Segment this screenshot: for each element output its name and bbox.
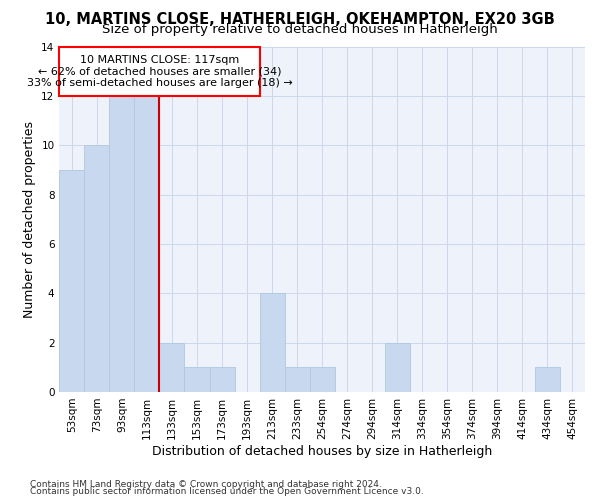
- Bar: [284, 368, 310, 392]
- Bar: [535, 368, 560, 392]
- Text: Contains HM Land Registry data © Crown copyright and database right 2024.: Contains HM Land Registry data © Crown c…: [30, 480, 382, 489]
- Bar: [59, 170, 85, 392]
- Text: 10, MARTINS CLOSE, HATHERLEIGH, OKEHAMPTON, EX20 3GB: 10, MARTINS CLOSE, HATHERLEIGH, OKEHAMPT…: [45, 12, 555, 28]
- Bar: [134, 96, 160, 392]
- X-axis label: Distribution of detached houses by size in Hatherleigh: Distribution of detached houses by size …: [152, 444, 492, 458]
- Text: 10 MARTINS CLOSE: 117sqm
← 62% of detached houses are smaller (34)
33% of semi-d: 10 MARTINS CLOSE: 117sqm ← 62% of detach…: [26, 54, 292, 88]
- Bar: [160, 342, 184, 392]
- Bar: [385, 342, 410, 392]
- Bar: [310, 368, 335, 392]
- Bar: [209, 368, 235, 392]
- FancyBboxPatch shape: [59, 46, 260, 96]
- Bar: [109, 96, 134, 392]
- Text: Contains public sector information licensed under the Open Government Licence v3: Contains public sector information licen…: [30, 488, 424, 496]
- Text: Size of property relative to detached houses in Hatherleigh: Size of property relative to detached ho…: [102, 22, 498, 36]
- Bar: [260, 294, 284, 392]
- Bar: [184, 368, 209, 392]
- Y-axis label: Number of detached properties: Number of detached properties: [23, 120, 35, 318]
- Bar: [85, 145, 109, 392]
